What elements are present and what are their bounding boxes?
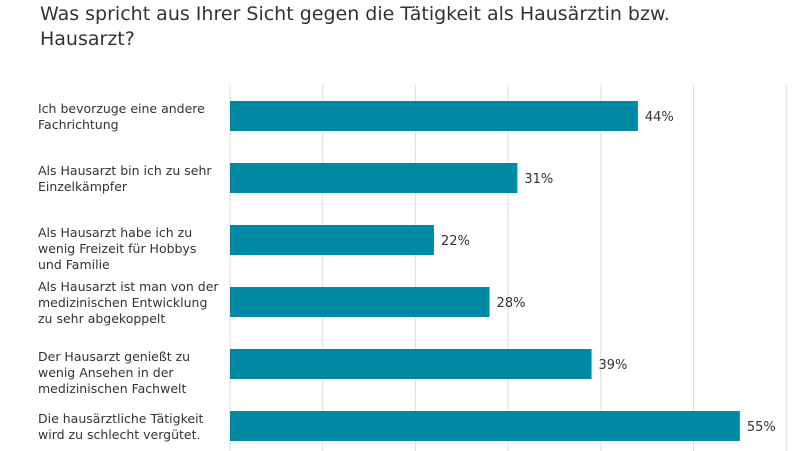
data-label: 28%	[497, 296, 526, 311]
bar	[230, 349, 592, 379]
data-label: 44%	[645, 110, 674, 125]
bar	[230, 101, 638, 131]
chart-title: Was spricht aus Ihrer Sicht gegen die Tä…	[40, 3, 670, 50]
bar	[230, 287, 490, 317]
category-label: Ich bevorzuge eine andere Fachrichtung	[38, 101, 205, 132]
data-label: 31%	[524, 172, 553, 187]
data-label: 22%	[441, 234, 470, 249]
category-label: Als Hausarzt ist man von der medizinisch…	[38, 279, 219, 326]
bar	[230, 225, 434, 255]
data-label: 55%	[747, 420, 776, 435]
data-label: 39%	[599, 358, 628, 373]
bar	[230, 163, 518, 193]
category-label: Als Hausarzt habe ich zu wenig Freizeit …	[38, 225, 197, 272]
bar	[230, 411, 740, 441]
category-label: Die hausärztliche Tätigkeit wird zu schl…	[38, 411, 204, 442]
category-label: Als Hausarzt bin ich zu sehr Einzelkämpf…	[38, 163, 212, 194]
category-label: Der Hausarzt genießt zu wenig Ansehen in…	[38, 349, 191, 396]
